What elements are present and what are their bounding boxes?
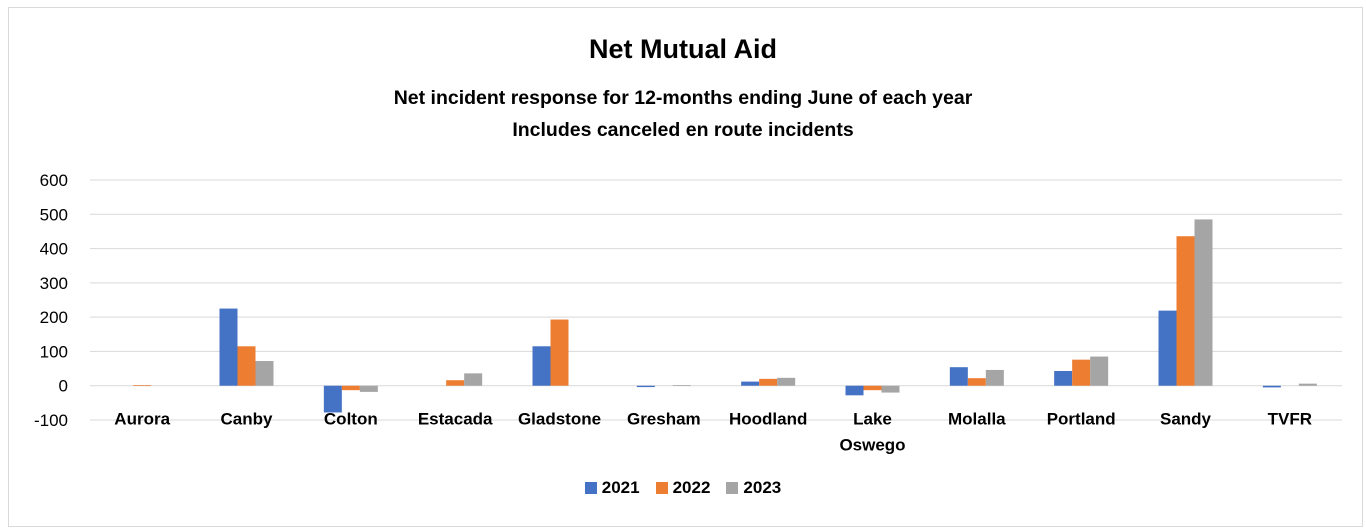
chart-title: Net Mutual Aid [589,34,777,64]
legend-swatch-2023 [726,482,739,494]
chart-frame [8,7,1363,527]
bar-2021-colton [323,385,342,413]
x-tick-label: Gresham [627,410,701,429]
bar-2023-tvfr [1298,383,1317,386]
y-tick-label: -100 [34,411,68,430]
bar-2021-molalla [949,367,968,386]
y-tick-label: 500 [40,205,68,224]
x-tick-label: Hoodland [729,410,807,429]
y-tick-label: 200 [40,308,68,327]
x-tick-label: TVFR [1268,410,1312,429]
bar-2022-gladstone [550,319,569,386]
legend-item-2022: 2022 [655,478,711,498]
y-tick-label: 300 [40,274,68,293]
bar-2021-hoodland [741,381,760,386]
chart-subtitle-line1: Net incident response for 12-months endi… [393,87,973,109]
x-tick-label: Estacada [418,410,493,429]
y-tick-label: 600 [40,171,68,190]
bar-2021-portland [1054,370,1073,386]
bar-2023-portland [1090,356,1109,386]
y-tick-label: 400 [40,240,68,259]
bar-2023-estacada [464,373,483,386]
bar-2023-lake-oswego [881,385,900,393]
bar-2022-lake-oswego [863,385,882,391]
bar-2022-estacada [446,380,465,386]
x-tick-label: Aurora [114,410,170,429]
legend-swatch-2022 [655,482,668,494]
y-tick-label: 0 [59,377,68,396]
bar-2022-molalla [967,378,986,386]
bar-2022-hoodland [759,378,778,386]
legend-item-2021: 2021 [584,478,640,498]
bar-2022-colton [341,385,360,391]
bar-2021-gladstone [532,346,551,386]
bar-2022-canby [237,346,256,386]
bar-2021-gresham [636,385,655,388]
bar-2023-molalla [985,369,1004,386]
bar-2021-tvfr [1262,385,1281,388]
bar-2021-canby [219,308,238,386]
legend-item-2023: 2023 [726,478,781,498]
legend-swatch-2021 [584,482,597,494]
bar-2021-lake-oswego [845,385,864,396]
x-tick-label: Portland [1047,410,1116,429]
bar-2021-sandy [1158,310,1177,386]
x-tick-label: Gladstone [518,410,601,429]
bar-2022-portland [1072,359,1091,386]
x-tick-label: Canby [221,410,274,429]
bar-2022-sandy [1176,236,1195,386]
x-tick-label: Lake Oswego [839,410,905,455]
bar-2022-aurora [133,385,152,386]
bar-2023-sandy [1194,219,1213,386]
y-tick-label: 100 [40,342,68,361]
legend-label-2021: 2021 [601,478,640,497]
x-tick-label: Sandy [1160,410,1212,429]
legend-label-2022: 2022 [672,478,711,497]
legend-label-2023: 2023 [743,478,782,497]
chart-subtitle-line2: Includes canceled en route incidents [512,119,854,141]
bar-2023-colton [359,385,378,392]
legend: 2021 2022 2023 [0,478,1366,498]
x-tick-label: Molalla [948,410,1006,429]
bar-2023-gresham [672,385,691,386]
x-tick-label: Colton [324,410,378,429]
bar-2023-canby [255,361,274,386]
bar-2023-hoodland [777,377,796,386]
